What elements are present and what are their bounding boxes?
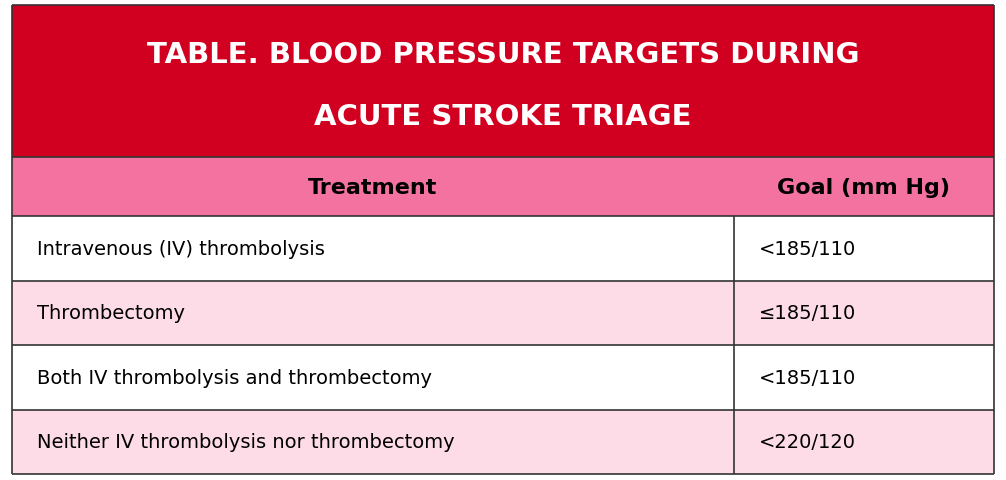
Bar <box>12 158 994 216</box>
Text: TABLE. BLOOD PRESSURE TARGETS DURING: TABLE. BLOOD PRESSURE TARGETS DURING <box>147 40 859 69</box>
Bar <box>12 346 994 410</box>
Bar <box>12 6 994 158</box>
Text: ≤185/110: ≤185/110 <box>759 304 856 323</box>
Text: Intravenous (IV) thrombolysis: Intravenous (IV) thrombolysis <box>37 240 325 258</box>
Text: Thrombectomy: Thrombectomy <box>37 304 185 323</box>
Text: <220/120: <220/120 <box>759 432 856 452</box>
Text: <185/110: <185/110 <box>759 368 856 387</box>
Text: Neither IV thrombolysis nor thrombectomy: Neither IV thrombolysis nor thrombectomy <box>37 432 455 452</box>
Bar <box>12 410 994 474</box>
Text: <185/110: <185/110 <box>759 240 856 258</box>
Text: Treatment: Treatment <box>308 177 438 197</box>
Text: Both IV thrombolysis and thrombectomy: Both IV thrombolysis and thrombectomy <box>37 368 433 387</box>
Bar <box>12 216 994 281</box>
Bar <box>12 281 994 346</box>
Text: Goal (mm Hg): Goal (mm Hg) <box>778 177 951 197</box>
Text: ACUTE STROKE TRIAGE: ACUTE STROKE TRIAGE <box>314 103 692 131</box>
